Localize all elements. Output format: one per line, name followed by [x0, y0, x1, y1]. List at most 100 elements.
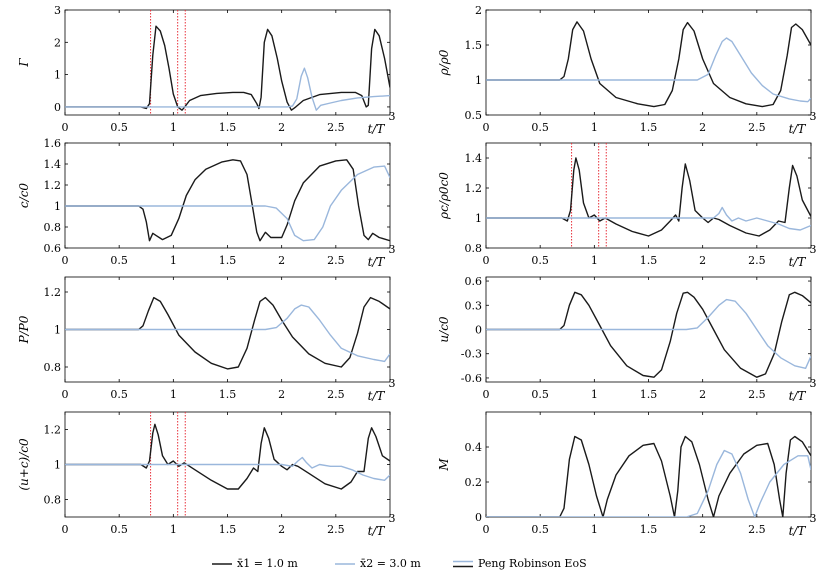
y-axis-label: ρc/ρ0c0 [437, 172, 451, 220]
y-tick-label: -0.6 [461, 372, 482, 385]
x-tick-label: 1 [170, 523, 177, 536]
x-tick-label: 0 [483, 523, 490, 536]
y-tick-label: 1.4 [44, 158, 62, 171]
y-axis-label: u/c0 [437, 316, 451, 342]
y-tick-label: 1.4 [465, 152, 483, 165]
x-tick-label: 1.5 [219, 121, 237, 134]
axes-frame [64, 142, 391, 249]
series-line-blue [65, 67, 390, 111]
y-tick-label: 0.8 [44, 361, 62, 374]
x-tick-label: 0 [483, 121, 490, 134]
series-line-blue [486, 298, 811, 369]
x-tick-label: 0.5 [110, 254, 128, 267]
y-tick-label: 0.8 [465, 242, 483, 255]
y-tick-label: 1 [475, 212, 482, 225]
x-tick-label: 2.5 [748, 388, 766, 401]
x-axis-label: t/T [789, 255, 807, 269]
y-tick-label: 1.5 [465, 39, 483, 52]
x-tick-label: 3 [389, 243, 396, 256]
x-tick-label: 1 [170, 254, 177, 267]
series-line-black [486, 435, 811, 517]
x-axis-label: t/T [368, 389, 386, 403]
x-axis-label: t/T [789, 389, 807, 403]
y-tick-label: 1.2 [44, 179, 62, 192]
y-axis-label: P/P0 [17, 315, 31, 344]
axes-frame [485, 9, 812, 116]
panel-mach: 0 0.5 1 1.5 2 2.5 3t/T 0 0.2 0.4 M [437, 411, 817, 538]
panel-rho: 0 0.5 1 1.5 2 2.53t/T0.511.52ρ/ρ0 [437, 4, 817, 136]
x-tick-label: 0.5 [531, 121, 549, 134]
legend-label-x1: x̄1 = 1.0 m [237, 557, 298, 570]
series-line-black [486, 21, 811, 108]
x-tick-label: 1.5 [640, 388, 658, 401]
x-tick-label: 0 [62, 254, 69, 267]
axes-frame [485, 411, 812, 518]
x-tick-label: 0.5 [531, 388, 549, 401]
y-axis-label: Γ [17, 58, 31, 68]
x-tick-label: 2.5 [327, 121, 345, 134]
x-tick-label: 2.5 [327, 523, 345, 536]
y-axis-label: ρ/ρ0 [437, 49, 451, 76]
y-tick-label: 0.8 [44, 221, 62, 234]
x-tick-label: 1.5 [640, 121, 658, 134]
y-tick-label: 0 [54, 101, 61, 114]
x-tick-label: 1.5 [219, 254, 237, 267]
y-tick-label: 0 [475, 324, 482, 337]
y-tick-label: 0 [475, 511, 482, 524]
x-tick-label: 1.5 [640, 523, 658, 536]
x-tick-label: 2 [699, 388, 706, 401]
y-tick-label: 0.6 [465, 275, 483, 288]
x-tick-label: 3 [389, 512, 396, 525]
y-tick-label: 2 [475, 4, 482, 17]
x-tick-label: 0.5 [110, 388, 128, 401]
x-tick-label: 1 [591, 254, 598, 267]
x-tick-label: 2 [278, 254, 285, 267]
x-tick-label: 0 [62, 121, 69, 134]
x-tick-label: 0 [483, 254, 490, 267]
series-line-blue [65, 304, 390, 363]
x-tick-label: 1 [170, 388, 177, 401]
y-tick-label: 1 [54, 200, 61, 213]
series-line-black [65, 25, 390, 111]
x-tick-label: 1 [591, 523, 598, 536]
panel-uc: 0 0.5 1 1.5 2 2.5 3t/T 0.8 1 1.2 (u+c)/c0 [17, 411, 396, 538]
panel-rhoc: 0 0.5 1 1.5 2 2.5 3t/T 0.8 1 1.2 1.4 ρc/ρ0c0 [437, 142, 817, 269]
x-axis-label: t/T [368, 122, 386, 136]
x-tick-label: 3 [810, 110, 817, 123]
x-axis-label: t/T [368, 255, 386, 269]
legend: x̄1 = 1.0 m x̄2 = 3.0 m Peng Robinson Eo… [212, 557, 587, 570]
y-tick-label: 0.3 [465, 299, 483, 312]
y-tick-label: 0.6 [44, 242, 62, 255]
panel-p: 0 0.5 1 1.5 2 2.5 3t/T 0.8 1 1.2 P/P0 [17, 276, 396, 403]
x-tick-label: 0.5 [531, 254, 549, 267]
y-tick-label: -0.3 [461, 348, 482, 361]
y-tick-label: 3 [54, 4, 61, 17]
legend-label-x2: x̄2 = 3.0 m [360, 557, 421, 570]
axes-frame [64, 9, 391, 116]
y-axis-label: c/c0 [17, 183, 31, 208]
series-line-blue [65, 165, 390, 242]
x-tick-label: 2 [278, 388, 285, 401]
axes-frame [485, 142, 812, 249]
y-tick-label: 1.2 [465, 182, 483, 195]
x-axis-label: t/T [789, 122, 807, 136]
x-tick-label: 0 [62, 523, 69, 536]
x-tick-label: 3 [810, 377, 817, 390]
x-tick-label: 1.5 [219, 523, 237, 536]
x-tick-label: 2 [699, 523, 706, 536]
x-tick-label: 2 [699, 121, 706, 134]
x-tick-label: 2.5 [327, 254, 345, 267]
y-tick-label: 0.2 [465, 476, 483, 489]
series-line-black [486, 291, 811, 378]
y-tick-label: 1 [54, 69, 61, 82]
y-axis-label: M [437, 458, 451, 472]
x-axis-label: t/T [368, 524, 386, 538]
x-tick-label: 0.5 [110, 121, 128, 134]
y-tick-label: 1 [475, 74, 482, 87]
y-tick-label: 1.2 [44, 424, 62, 437]
x-tick-label: 0 [483, 388, 490, 401]
y-tick-label: 1 [54, 324, 61, 337]
